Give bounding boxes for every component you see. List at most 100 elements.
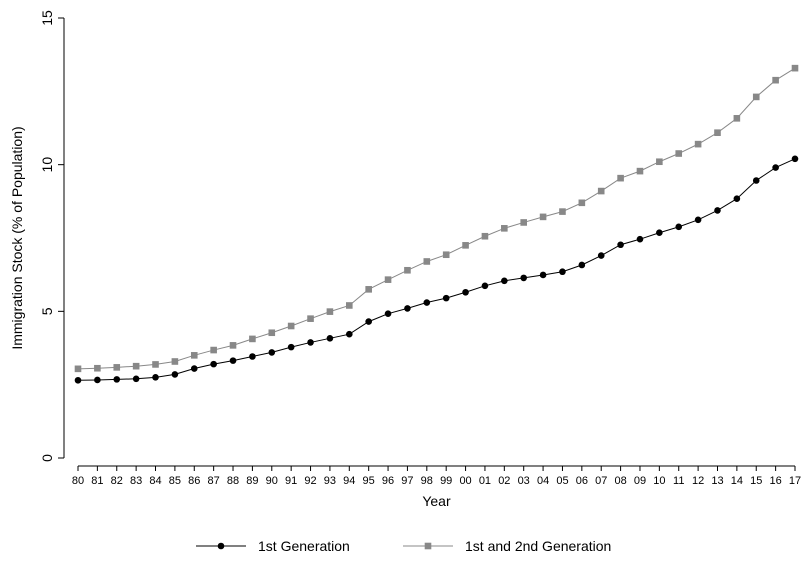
data-point [597,252,605,259]
data-point [733,195,741,202]
data-point [345,330,353,338]
data-point [733,115,741,122]
data-point [152,374,159,381]
x-tick-label: 04 [537,475,549,487]
data-point [229,357,237,364]
data-point [307,315,314,322]
series-2 [74,64,799,373]
x-tick-label: 17 [789,475,801,487]
data-point [113,364,121,371]
x-tick-label: 12 [692,475,704,487]
x-tick-label: 88 [227,475,239,487]
data-point [675,150,683,157]
data-point [74,376,82,384]
data-point [559,208,566,215]
data-point [94,364,101,372]
data-point [210,360,217,368]
x-tick-label: 80 [72,475,84,487]
x-tick-label: 81 [91,475,103,487]
x-tick-label: 98 [421,475,433,487]
y-tick-label: 10 [39,157,55,173]
data-point [559,268,566,276]
data-point [74,365,82,373]
legend: 1st Generation 1st and 2nd Generation [196,538,611,554]
data-point [752,93,760,101]
data-point [268,349,276,356]
data-point [520,274,528,282]
x-tick-label: 15 [750,475,762,487]
x-axis-title: Year [422,493,451,509]
x-tick-label: 09 [634,475,646,487]
data-point [791,64,799,72]
x-tick-label: 05 [556,475,568,487]
data-point [578,199,586,207]
legend-marker [424,542,432,550]
data-point [404,266,411,274]
data-point [617,241,624,249]
x-ticks: 80 81 82 83 84 85 86 87 88 89 90 91 92 93 94 95 96 97 98 99… [72,466,801,487]
x-tick-label: 99 [440,475,452,487]
data-point [675,223,683,231]
x-tick-label: 82 [111,475,123,487]
x-tick-label: 02 [498,475,510,487]
x-tick-label: 16 [769,475,781,487]
data-point [404,305,411,312]
legend-item-2: 1st and 2nd Generation [403,538,611,554]
data-point [752,177,760,184]
series-layer [74,64,799,384]
x-tick-label: 92 [304,475,316,487]
data-point [132,362,140,370]
data-point [423,299,431,306]
data-point [384,310,392,317]
data-point [423,258,431,265]
data-point [190,365,198,372]
data-point [113,376,121,383]
legend-label: 1st and 2nd Generation [465,538,611,554]
data-point [501,277,508,285]
data-point [442,294,450,302]
data-point [772,164,779,171]
x-tick-label: 87 [208,475,220,487]
legend-item-1: 1st Generation [196,538,350,554]
data-point [597,187,605,195]
data-point [578,261,586,269]
data-point [501,225,508,232]
data-point [171,371,179,378]
data-point [384,276,392,283]
x-tick-label: 95 [363,475,375,487]
data-point [694,140,702,148]
data-point [714,129,721,136]
x-tick-label: 11 [673,475,684,487]
data-point [171,358,179,365]
data-point [462,242,469,249]
legend-label: 1st Generation [258,538,350,554]
data-point [152,361,159,368]
data-point [442,251,450,259]
data-point [772,76,779,84]
data-point [345,302,353,309]
data-point [268,329,276,337]
x-tick-label: 97 [401,475,413,487]
x-tick-label: 86 [188,475,200,487]
data-point [132,375,140,383]
y-tick-label: 15 [39,10,55,26]
x-tick-label: 89 [246,475,258,487]
x-tick-label: 85 [169,475,181,487]
data-point [520,219,528,226]
data-point [365,318,372,325]
x-tick-label: 03 [518,475,530,487]
data-point [656,158,663,166]
x-tick-label: 08 [614,475,626,487]
x-tick-label: 10 [653,475,665,487]
x-tick-label: 01 [479,475,491,487]
data-point [94,376,101,384]
data-point [617,174,624,182]
x-tick-label: 94 [343,475,355,487]
data-point [190,352,198,359]
y-axis-title: Immigration Stock (% of Population) [9,126,25,349]
x-tick-label: 07 [595,475,607,487]
data-point [462,288,469,296]
data-point [249,335,256,343]
data-point [287,343,295,351]
